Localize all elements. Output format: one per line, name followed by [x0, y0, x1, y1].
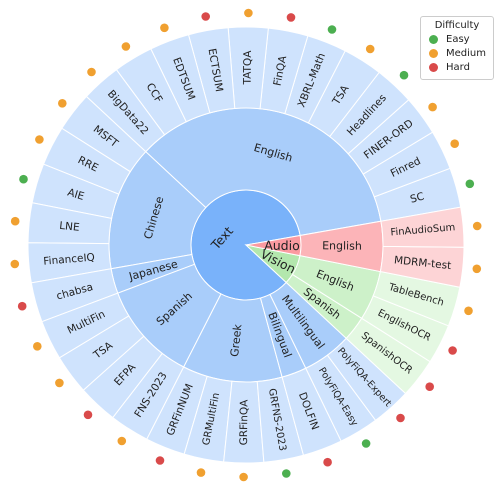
- difficulty-dot-grmultifin: [196, 468, 206, 477]
- difficulty-dot-tatqa: [244, 8, 253, 18]
- difficulty-dot-financeiq: [10, 259, 20, 269]
- dataset-label-finqa: FinQA: [272, 54, 290, 87]
- difficulty-dot-xbrl-math: [327, 25, 337, 34]
- difficulty-dot-bigdata22: [87, 67, 96, 77]
- legend-dot-easy: [429, 34, 438, 44]
- dataset-label-aie: AIE: [66, 187, 86, 203]
- difficulty-dot-tablebench: [464, 306, 473, 316]
- difficulty-dot-finer-ord: [428, 102, 437, 112]
- modality-label-audio: Audio: [264, 238, 300, 253]
- difficulty-dot-grfinnum: [155, 456, 165, 465]
- difficulty-dot-finqa: [286, 13, 296, 22]
- difficulty-dot-fns-2023: [117, 436, 127, 446]
- difficulty-dot-spanishocr: [425, 382, 435, 392]
- difficulty-dot-edtsum: [160, 23, 169, 33]
- difficulty-dot-chabsa: [17, 301, 27, 311]
- difficulty-dot-polyfiqa-expert: [396, 413, 405, 423]
- dataset-label-sc: SC: [409, 191, 426, 206]
- difficulty-dot-multifin: [33, 342, 42, 351]
- dataset-label-finaudiosum: FinAudioSum: [390, 222, 456, 238]
- difficulty-dot-ectsum: [201, 12, 210, 21]
- legend: Difficulty Easy Medium Hard: [420, 16, 494, 80]
- legend-item-easy: Easy: [421, 32, 493, 46]
- legend-item-medium: Medium: [421, 46, 493, 60]
- difficulty-dot-grfns-2023: [282, 469, 291, 478]
- dataset-label-financeiq: FinanceIQ: [43, 252, 95, 268]
- dataset-label-mdrm-test: MDRM-test: [393, 254, 451, 272]
- dataset-label-tatqa: TATQA: [242, 50, 254, 86]
- legend-item-hard: Hard: [421, 60, 493, 74]
- dataset-label-grfinqa: GRFinQA: [238, 399, 250, 446]
- legend-dot-medium: [429, 48, 438, 58]
- difficulty-dot-dolfin: [323, 457, 332, 467]
- dataset-label-lne: LNE: [59, 220, 80, 234]
- legend-label-medium: Medium: [446, 47, 486, 59]
- difficulty-dot-rre: [35, 135, 44, 144]
- dataset-wedge-finaudiosum: [380, 206, 465, 248]
- difficulty-dot-ccf: [121, 42, 131, 51]
- difficulty-dot-aie: [19, 174, 28, 184]
- difficulty-dot-mdrm-test: [472, 264, 482, 274]
- difficulty-dot-tsa: [55, 378, 64, 388]
- difficulty-dot-englishocr: [448, 346, 457, 355]
- difficulty-dot-finred: [450, 139, 460, 148]
- language-label-audio-english: English: [322, 239, 362, 252]
- legend-label-easy: Easy: [446, 33, 470, 45]
- legend-dot-hard: [429, 62, 438, 72]
- difficulty-dot-sc: [465, 179, 475, 189]
- legend-title: Difficulty: [434, 20, 480, 31]
- difficulty-dot-grfinqa: [239, 472, 248, 482]
- difficulty-dot-msft: [58, 99, 67, 108]
- difficulty-dot-efpa: [83, 410, 93, 420]
- difficulty-dot-finaudiosum: [472, 221, 482, 231]
- difficulty-dot-tsa: [365, 44, 375, 54]
- difficulty-dot-polyfiqa-easy: [361, 439, 371, 448]
- difficulty-dot-lne: [10, 216, 20, 226]
- legend-label-hard: Hard: [446, 61, 470, 73]
- language-label-text-greek: Greek: [228, 323, 244, 357]
- difficulty-dot-headlines: [399, 70, 409, 80]
